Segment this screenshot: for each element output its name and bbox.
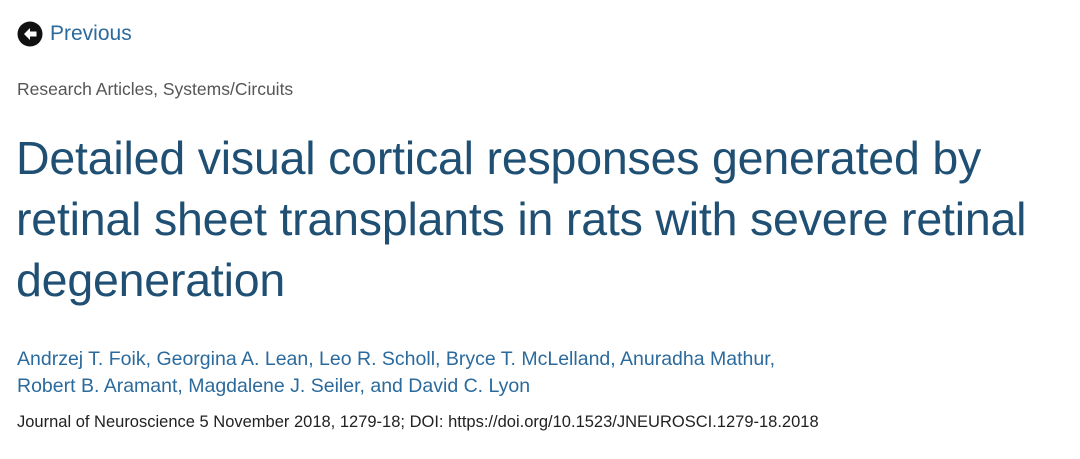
article-category: Research Articles, Systems/Circuits (17, 79, 294, 99)
article-title-line: Detailed visual cortical responses gener… (16, 132, 982, 184)
author-line[interactable]: Robert B. Aramant, Magdalene J. Seiler, … (17, 375, 531, 397)
citation-line: Journal of Neuroscience 5 November 2018,… (17, 413, 819, 431)
author-line[interactable]: Andrzej T. Foik, Georgina A. Lean, Leo R… (17, 348, 776, 370)
author-list: Andrzej T. Foik, Georgina A. Lean, Leo R… (17, 346, 775, 400)
article-title: Detailed visual cortical responses gener… (16, 128, 1076, 311)
arrow-circle-left-icon[interactable] (17, 21, 43, 47)
article-title-line: degeneration (16, 254, 286, 306)
previous-label[interactable]: Previous (50, 22, 132, 45)
article-title-line: retinal sheet transplants in rats with s… (16, 193, 1027, 245)
previous-link[interactable]: Previous (17, 21, 132, 47)
